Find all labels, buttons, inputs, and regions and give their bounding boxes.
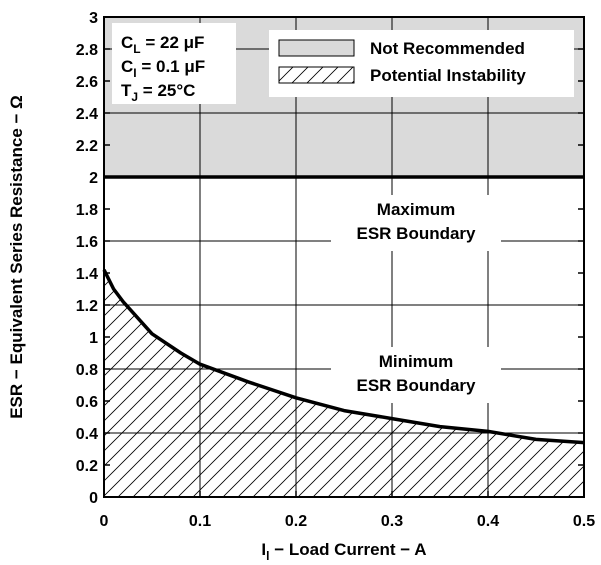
- y-tick-label: 1.4: [76, 266, 98, 283]
- x-tick-label: 0.5: [573, 513, 595, 530]
- potential-instability-region: [104, 269, 584, 497]
- legend-label: Not Recommended: [370, 39, 525, 58]
- y-tick-label: 2.4: [76, 106, 98, 123]
- boundary-annotation: Maximum: [377, 200, 455, 219]
- boundary-annotation: Minimum: [379, 352, 454, 371]
- legend-swatch-gray: [278, 39, 355, 57]
- y-tick-label: 2.2: [76, 138, 98, 155]
- boundary-annotation: ESR Boundary: [356, 376, 476, 395]
- condition-label: CI = 0.1 μF: [121, 57, 205, 80]
- y-tick-label: 0.2: [76, 458, 98, 475]
- plot-frame: [103, 16, 585, 498]
- x-tick-label: 0: [100, 513, 109, 530]
- y-tick-label: 1.8: [76, 202, 98, 219]
- boundary-annotation: ESR Boundary: [356, 224, 476, 243]
- x-tick-label: 0.4: [477, 513, 499, 530]
- y-tick-label: 1.2: [76, 298, 98, 315]
- x-tick-label: 0.2: [285, 513, 307, 530]
- y-tick-label: 1: [89, 330, 98, 347]
- y-axis-title: ESR − Equivalent Series Resistance − Ω: [7, 95, 26, 419]
- y-tick-label: 0.8: [76, 362, 98, 379]
- y-tick-label: 1.6: [76, 234, 98, 251]
- legend-label: Potential Instability: [370, 66, 526, 85]
- y-tick-label: 2.6: [76, 74, 98, 91]
- x-axis-title: Il − Load Current − A: [261, 540, 426, 563]
- y-tick-label: 2.8: [76, 42, 98, 59]
- y-tick-label: 0.6: [76, 394, 98, 411]
- annotation-backdrop: [331, 347, 501, 403]
- y-tick-label: 3: [89, 10, 98, 27]
- condition-label: TJ = 25°C: [121, 81, 195, 104]
- y-tick-label: 2: [89, 170, 98, 187]
- y-tick-label: 0: [89, 490, 98, 507]
- condition-label: CL = 22 μF: [121, 33, 204, 56]
- x-tick-label: 0.1: [189, 513, 211, 530]
- minimum-esr-boundary-line: [102, 269, 585, 445]
- annotation-backdrop: [331, 195, 501, 251]
- y-tick-label: 0.4: [76, 426, 98, 443]
- conditions-box: [112, 23, 236, 104]
- legend-swatch-hatch: [278, 66, 355, 84]
- x-tick-label: 0.3: [381, 513, 403, 530]
